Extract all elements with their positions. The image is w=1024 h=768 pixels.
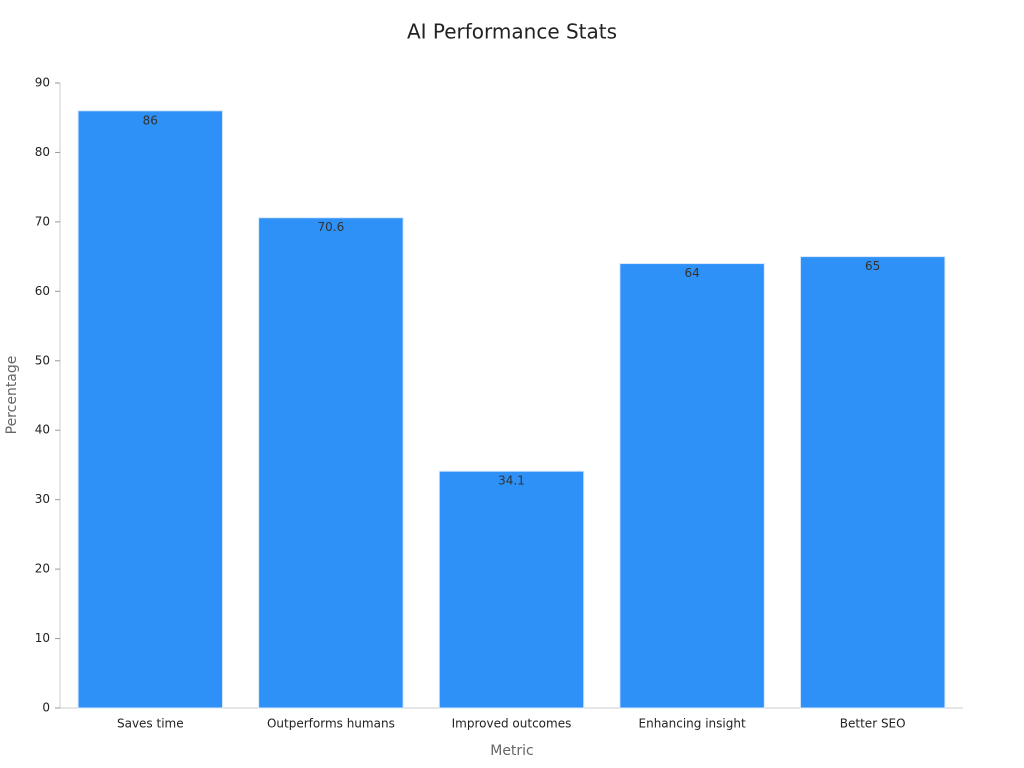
y-tick-label: 90	[35, 76, 50, 90]
bar	[77, 110, 224, 709]
value-label: 70.6	[318, 220, 345, 234]
bar	[799, 256, 946, 709]
y-axis-label: Percentage	[4, 356, 20, 435]
value-label: 86	[143, 113, 158, 127]
x-tick-label: Better SEO	[840, 717, 906, 731]
x-tick-label: Improved outcomes	[452, 717, 572, 731]
x-tick-label: Saves time	[117, 717, 184, 731]
y-tick-label: 50	[35, 353, 50, 367]
x-tick-label: Outperforms humans	[267, 717, 395, 731]
bar	[619, 263, 765, 709]
x-axis-label: Metric	[490, 743, 534, 759]
x-tick-label: Enhancing insight	[639, 717, 746, 731]
value-label: 34.1	[498, 474, 525, 488]
y-tick-label: 60	[35, 284, 50, 298]
y-tick-label: 10	[35, 631, 50, 645]
y-tick-label: 0	[42, 701, 50, 715]
chart-title: AI Performance Stats	[407, 20, 617, 44]
y-tick-label: 70	[35, 214, 50, 228]
value-label: 65	[865, 259, 880, 273]
bar	[258, 217, 404, 709]
y-tick-label: 80	[35, 145, 50, 159]
y-tick-label: 20	[35, 562, 50, 576]
y-tick-label: 30	[35, 492, 50, 506]
y-tick-label: 40	[35, 423, 50, 437]
value-label: 64	[684, 266, 699, 280]
bar	[438, 470, 585, 709]
